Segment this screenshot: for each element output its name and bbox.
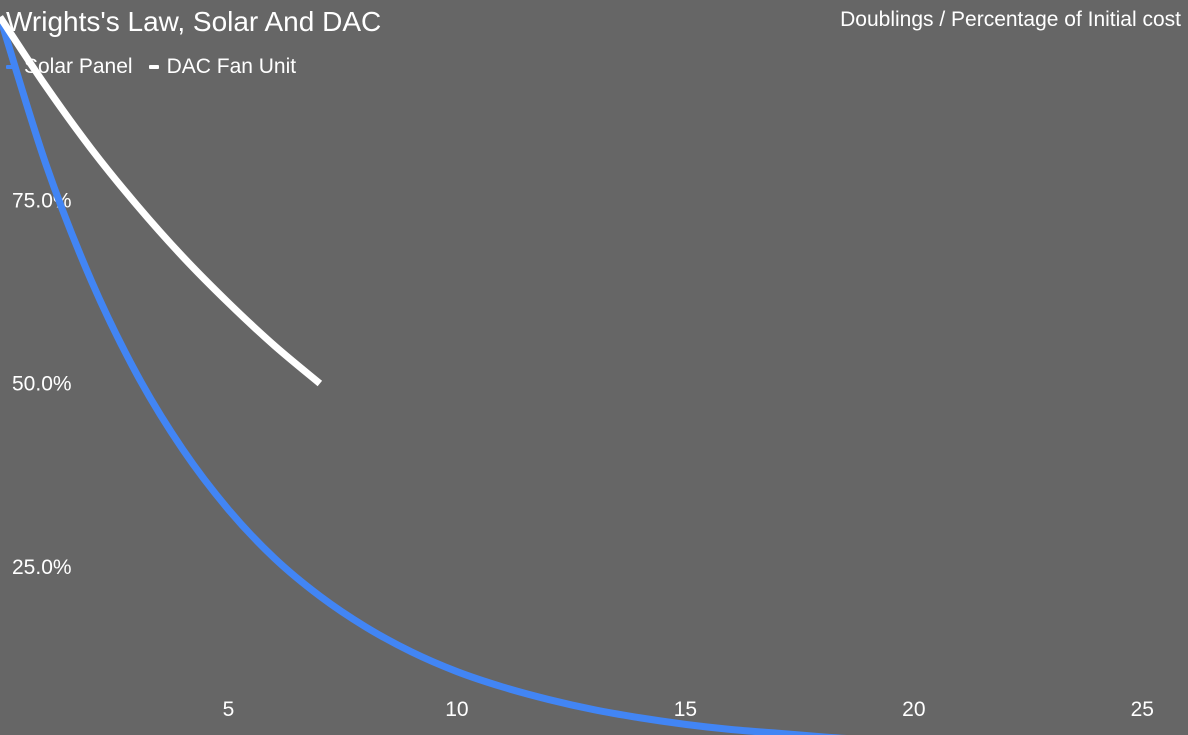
- legend-swatch-solar-panel: [6, 65, 16, 69]
- legend-label-dac-fan-unit: DAC Fan Unit: [166, 55, 297, 78]
- series-line-dac-fan-unit: [0, 15, 323, 387]
- series-lines: [0, 15, 847, 735]
- y-axis: 25.0%50.0%75.0%: [12, 189, 72, 579]
- x-tick-label: 5: [223, 698, 235, 721]
- x-axis: 5 10 15 20 25: [223, 698, 1154, 721]
- chart-title: Wrights's Law, Solar And DAC: [6, 6, 382, 37]
- x-tick-label: 10: [445, 698, 468, 721]
- legend-label-solar-panel: Solar Panel: [24, 55, 133, 78]
- y-tick-label: 25.0%: [12, 556, 72, 579]
- x-tick-label: 25: [1131, 698, 1154, 721]
- y-tick-label: 50.0%: [12, 373, 72, 396]
- legend: Solar Panel DAC Fan Unit: [6, 55, 312, 79]
- chart-subtitle: Doublings / Percentage of Initial cost: [840, 8, 1181, 31]
- legend-item-dac-fan-unit[interactable]: DAC Fan Unit: [148, 55, 297, 79]
- x-tick-label: 20: [902, 698, 925, 721]
- legend-item-solar-panel[interactable]: Solar Panel: [6, 55, 133, 79]
- series-line-solar-panel: [0, 15, 847, 735]
- legend-swatch-dac-fan-unit: [148, 65, 159, 69]
- x-tick-label: 15: [674, 698, 697, 721]
